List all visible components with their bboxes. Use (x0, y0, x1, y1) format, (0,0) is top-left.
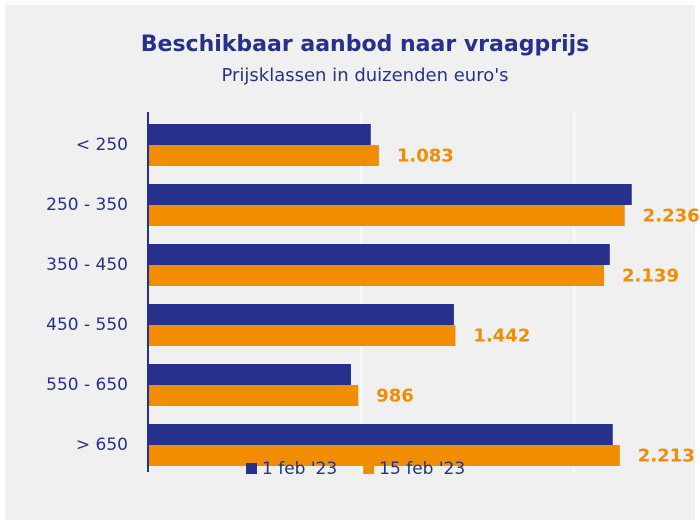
bar (148, 364, 351, 385)
y-tick-label: 450 - 550 (46, 315, 128, 335)
bar (148, 205, 625, 226)
bar (148, 424, 613, 445)
bar (148, 325, 456, 346)
bar (148, 304, 454, 325)
data-label: 1.083 (397, 146, 454, 167)
legend-swatch (363, 463, 375, 474)
legend-label: 15 feb '23 (379, 459, 465, 479)
bar (148, 124, 371, 145)
data-label: 2.236 (643, 206, 700, 227)
legend-swatch (246, 463, 257, 474)
y-tick-label: 250 - 350 (46, 195, 128, 215)
bar (148, 184, 632, 205)
bar (148, 265, 605, 286)
chart-subtitle: Prijsklassen in duizenden euro's (221, 65, 508, 86)
bar (148, 385, 359, 406)
chart-title: Beschikbaar aanbod naar vraagprijs (141, 32, 590, 57)
y-tick-label: 350 - 450 (46, 255, 128, 275)
y-tick-label: > 650 (76, 435, 128, 455)
data-label: 2.139 (622, 266, 679, 287)
data-label: 986 (376, 386, 414, 407)
bar (148, 244, 610, 265)
y-tick-label: < 250 (76, 135, 128, 155)
legend-label: 1 feb '23 (262, 459, 337, 479)
bar (148, 445, 620, 466)
data-label: 1.442 (473, 326, 530, 347)
data-label: 2.213 (638, 446, 695, 467)
bar (148, 145, 379, 166)
y-tick-label: 550 - 650 (46, 375, 128, 395)
